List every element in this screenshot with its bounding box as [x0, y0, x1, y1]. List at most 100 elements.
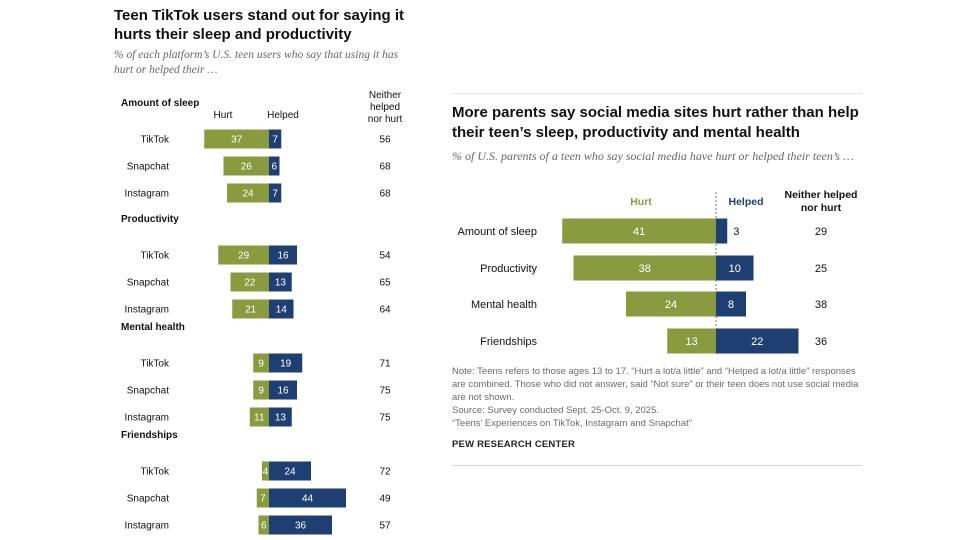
left-hurt-label: 26 [241, 162, 253, 173]
right-helped-bar [716, 218, 728, 244]
left-hurt-label: 9 [258, 359, 264, 370]
left-neither-value: 75 [379, 413, 391, 424]
left-helped-bar [269, 156, 280, 176]
left-hurt-label: 4 [263, 467, 269, 478]
left-helped-bar [269, 488, 346, 508]
left-helped-bar [269, 407, 292, 427]
left-helped-label: 13 [275, 413, 287, 424]
right-legend-helped: Helped [728, 196, 763, 208]
left-legend-neither: Neither [369, 90, 402, 101]
left-neither-value: 71 [379, 359, 391, 370]
left-helped-bar [269, 299, 294, 319]
right-row-label: Amount of sleep [458, 226, 538, 238]
right-row-label: Productivity [480, 263, 537, 275]
left-hurt-label: 11 [254, 413, 265, 424]
left-hurt-bar [230, 272, 269, 292]
left-row-label: TikTok [140, 251, 170, 262]
report-title-text: “Teens’ Experiences on TikTok, Instagram… [452, 418, 692, 429]
right-top-rule [452, 93, 862, 94]
left-helped-label: 16 [277, 386, 289, 397]
left-hurt-bar [218, 245, 269, 265]
right-legend-neither: nor hurt [801, 202, 842, 214]
left-row-label: Snapchat [127, 494, 169, 505]
right-hurt-bar [626, 291, 716, 317]
left-hurt-bar [249, 407, 269, 427]
left-group-label: Friendships [121, 430, 178, 441]
left-helped-bar [269, 515, 332, 535]
left-helped-label: 24 [284, 467, 296, 478]
right-hurt-label: 13 [686, 336, 698, 348]
left-neither-value: 65 [379, 278, 391, 289]
left-neither-value: 68 [379, 189, 391, 200]
left-hurt-bar [232, 299, 269, 319]
left-neither-value: 54 [379, 251, 391, 262]
right-chart-subtitle: % of U.S. parents of a teen who say soci… [452, 149, 854, 163]
left-hurt-label: 22 [244, 278, 256, 289]
left-helped-bar [269, 461, 311, 481]
right-chart-title: More parents say social media sites hurt… [452, 104, 859, 141]
left-row-label: Snapchat [127, 386, 169, 397]
right-helped-bar [716, 328, 799, 354]
left-hurt-label: 6 [261, 521, 267, 532]
left-neither-value: 68 [379, 162, 391, 173]
left-hurt-label: 29 [238, 251, 250, 262]
note-text: Note: Teens refers to those ages 13 to 1… [452, 366, 859, 403]
left-group-label: Mental health [121, 322, 185, 333]
left-helped-label: 7 [272, 135, 278, 146]
right-legend-neither: Neither helped [785, 189, 858, 201]
left-hurt-bar [262, 461, 269, 481]
right-row-label: Friendships [480, 336, 537, 348]
right-hurt-label: 38 [639, 263, 651, 275]
right-hurt-bar [667, 328, 716, 354]
left-hurt-label: 9 [258, 386, 264, 397]
left-hurt-bar [223, 156, 269, 176]
bottom-rule [452, 465, 862, 466]
left-helped-label: 6 [271, 162, 277, 173]
left-helped-bar [269, 272, 292, 292]
left-legend-neither: helped [370, 102, 400, 113]
left-row-label: TikTok [140, 359, 170, 370]
left-hurt-bar [253, 353, 269, 373]
left-legend-helped: Helped [267, 110, 299, 121]
right-helped-label: 8 [728, 299, 734, 311]
left-helped-bar [269, 380, 297, 400]
left-helped-label: 14 [276, 305, 288, 316]
pew-brand: PEW RESEARCH CENTER [452, 439, 576, 450]
right-helped-bar [716, 291, 746, 317]
right-hurt-bar [573, 255, 716, 281]
left-legend-neither: nor hurt [368, 114, 403, 125]
left-helped-label: 19 [280, 359, 292, 370]
right-legend-hurt: Hurt [630, 196, 652, 208]
source-text: Source: Survey conducted Sept. 25-Oct. 9… [452, 405, 660, 416]
left-group-label: Productivity [121, 214, 179, 225]
right-helped-bar [716, 255, 754, 281]
left-row-label: Snapchat [127, 162, 169, 173]
left-hurt-bar [204, 129, 269, 149]
left-row-label: TikTok [140, 467, 170, 478]
left-neither-value: 72 [379, 467, 391, 478]
right-hurt-label: 24 [665, 299, 677, 311]
left-row-label: Instagram [125, 521, 169, 532]
left-hurt-bar [227, 183, 269, 203]
left-helped-label: 13 [275, 278, 287, 289]
right-helped-label: 22 [751, 336, 763, 348]
right-neither-value: 38 [815, 299, 827, 311]
left-hurt-label: 24 [242, 189, 254, 200]
left-neither-value: 64 [379, 305, 391, 316]
left-neither-value: 75 [379, 386, 391, 397]
left-row-label: Instagram [125, 413, 169, 424]
left-hurt-label: 37 [231, 135, 243, 146]
left-row-label: Instagram [125, 189, 169, 200]
left-legend-hurt: Hurt [214, 110, 233, 121]
left-helped-bar [269, 353, 303, 373]
left-helped-label: 16 [277, 251, 289, 262]
right-neither-value: 36 [815, 336, 827, 348]
right-hurt-label: 41 [633, 226, 645, 238]
left-helped-label: 36 [295, 521, 307, 532]
left-hurt-label: 7 [260, 494, 266, 505]
left-chart-title: Teen TikTok users stand out for saying i… [114, 7, 405, 43]
left-row-label: Snapchat [127, 278, 169, 289]
left-neither-value: 56 [379, 135, 391, 146]
